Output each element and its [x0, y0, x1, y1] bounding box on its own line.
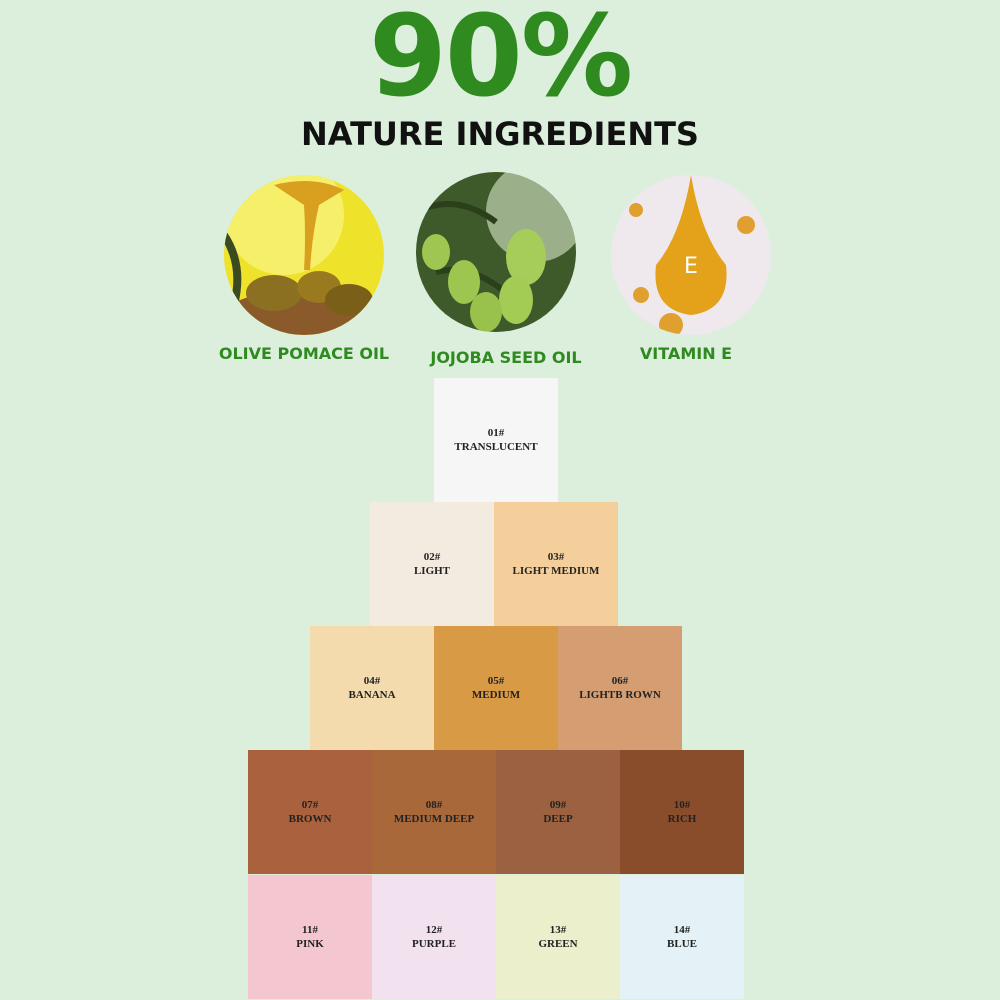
shade-tile: 03# LIGHT MEDIUM: [494, 502, 618, 626]
shade-tile: 12# PURPLE: [372, 875, 496, 999]
shade-code: 06#: [611, 675, 629, 687]
shade-name: LIGHTB ROWN: [579, 689, 661, 701]
shade-tile: 10# RICH: [620, 750, 744, 874]
shade-tile: 13# GREEN: [496, 875, 620, 999]
headline-percent: 90%: [368, 0, 633, 122]
shade-tile: 02# LIGHT: [370, 502, 494, 626]
shade-code: 01#: [487, 427, 505, 439]
shade-name: GREEN: [538, 938, 578, 950]
shade-code: 10#: [673, 799, 691, 811]
shade-tile: 14# BLUE: [620, 875, 744, 999]
shade-name: BANANA: [348, 689, 396, 701]
shade-code: 14#: [673, 924, 691, 936]
shade-tile: 07# BROWN: [248, 750, 372, 874]
shade-code: 05#: [487, 675, 505, 687]
shade-tile: 05# MEDIUM: [434, 626, 558, 750]
shade-name: BLUE: [667, 938, 697, 950]
shade-tile: 06# LIGHTB ROWN: [558, 626, 682, 750]
shade-code: 11#: [302, 924, 318, 936]
shade-name: LIGHT: [413, 565, 451, 577]
vitamin-e-letter: E: [684, 254, 698, 279]
olive-oil-image: [224, 175, 384, 335]
headline-subtitle: NATURE INGREDIENTS: [301, 115, 699, 153]
shade-name: MEDIUM: [471, 689, 521, 701]
shade-code: 02#: [423, 551, 441, 563]
shade-code: 12#: [425, 924, 443, 936]
ingredient-label: OLIVE POMACE OIL: [218, 344, 390, 363]
shade-code: 07#: [301, 799, 319, 811]
jojoba-image: [416, 172, 576, 332]
shade-code: 13#: [549, 924, 567, 936]
shade-tile: 08# MEDIUM DEEP: [372, 750, 496, 874]
shade-code: 09#: [549, 799, 567, 811]
ingredient-label: JOJOBA SEED OIL: [430, 348, 582, 367]
shade-tile: 11# PINK: [248, 875, 372, 999]
shade-tile: 04# BANANA: [310, 626, 434, 750]
shade-name: PINK: [296, 938, 324, 950]
shade-name: MEDIUM DEEP: [393, 813, 475, 825]
shade-name: LIGHT MEDIUM: [512, 565, 600, 577]
vitamin-e-drop-image: E: [611, 175, 771, 335]
shade-name: BROWN: [288, 813, 332, 825]
shade-name: PURPLE: [412, 938, 456, 950]
shade-code: 04#: [363, 675, 381, 687]
shade-code: 03#: [547, 551, 565, 563]
shade-tile: 09# DEEP: [496, 750, 620, 874]
shade-name: RICH: [667, 813, 697, 825]
shade-tile: 01# TRANSLUCENT: [434, 378, 558, 502]
shade-code: 08#: [425, 799, 443, 811]
shade-name: TRANSLUCENT: [454, 441, 538, 453]
shade-name: DEEP: [543, 813, 573, 825]
ingredient-label: VITAMIN E: [639, 344, 733, 363]
